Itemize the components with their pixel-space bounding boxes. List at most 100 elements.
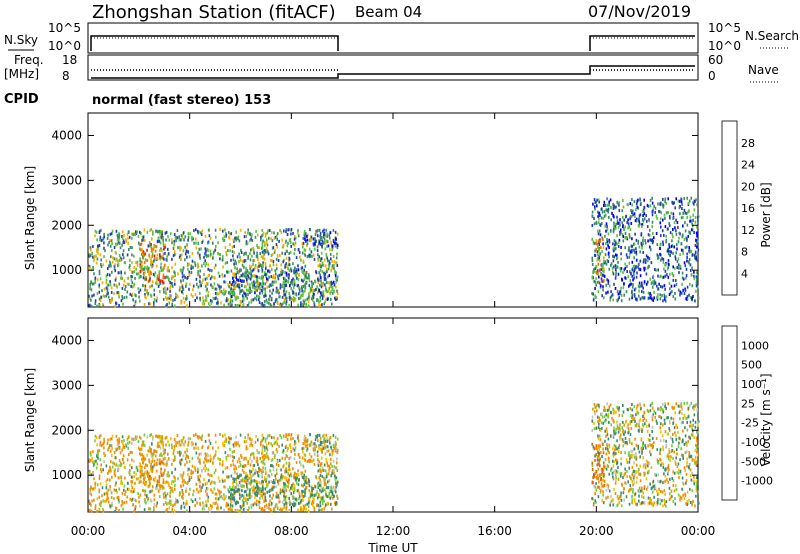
scatter-cell	[188, 270, 191, 274]
scatter-cell	[222, 434, 224, 438]
scatter-cell	[304, 494, 306, 498]
scatter-cell	[303, 302, 306, 306]
scatter-cell	[235, 297, 238, 300]
scatter-cell	[642, 239, 644, 243]
scatter-cell	[678, 206, 681, 210]
scatter-cell	[233, 498, 236, 502]
scatter-cell	[633, 200, 636, 204]
scatter-cell	[323, 302, 325, 306]
scatter-cell	[288, 474, 291, 478]
scatter-cell	[103, 232, 105, 236]
scatter-cell	[163, 451, 166, 454]
scatter-cell	[629, 215, 632, 219]
scatter-cell	[697, 248, 700, 252]
scatter-cell	[631, 244, 634, 248]
scatter-cell	[286, 438, 289, 442]
scatter-cell	[195, 482, 198, 486]
scatter-cell	[156, 487, 158, 491]
scatter-cell	[623, 268, 626, 272]
scatter-cell	[247, 461, 249, 465]
scatter-cell	[334, 444, 337, 448]
scatter-cell	[102, 304, 105, 308]
scatter-cell	[138, 448, 141, 452]
scatter-cell	[143, 228, 146, 232]
scatter-cell	[197, 446, 199, 450]
scatter-cell	[269, 264, 272, 268]
scatter-cell	[94, 234, 96, 238]
scatter-cell	[633, 248, 635, 252]
scatter-cell	[288, 276, 290, 280]
scatter-cell	[598, 256, 600, 260]
scatter-cell	[245, 489, 247, 493]
scatter-cell	[195, 228, 197, 232]
scatter-cell	[230, 287, 232, 291]
scatter-cell	[290, 437, 292, 441]
scatter-cell	[254, 496, 256, 500]
scatter-cell	[330, 257, 332, 261]
scatter-cell	[322, 486, 325, 490]
scatter-cell	[316, 230, 318, 234]
scatter-cell	[323, 440, 325, 444]
scatter-cell	[336, 451, 339, 454]
scatter-cell	[621, 414, 624, 418]
scatter-cell	[263, 240, 266, 244]
scatter-cell	[324, 272, 327, 276]
scatter-cell	[151, 254, 153, 258]
scatter-cell	[601, 222, 603, 225]
scatter-cell	[594, 200, 596, 204]
scatter-cell	[691, 228, 694, 232]
scatter-cell	[695, 282, 698, 286]
scatter-cell	[264, 478, 267, 481]
scatter-cell	[332, 459, 335, 463]
scatter-cell	[262, 466, 264, 470]
scatter-cell	[265, 452, 268, 456]
scatter-cell	[201, 486, 203, 489]
scatter-cell	[188, 262, 190, 266]
scatter-cell	[135, 232, 137, 235]
scatter-cell	[108, 264, 110, 268]
scatter-cell	[210, 488, 212, 492]
scatter-cell	[231, 450, 234, 454]
scatter-cell	[285, 487, 287, 491]
scatter-cell	[641, 296, 644, 299]
scatter-cell	[245, 478, 248, 482]
scatter-cell	[113, 292, 115, 296]
scatter-cell	[116, 447, 119, 451]
scatter-cell	[286, 455, 288, 458]
scatter-cell	[222, 460, 224, 464]
scatter-cell	[642, 236, 644, 240]
scatter-cell	[226, 261, 229, 265]
scatter-cell	[651, 220, 654, 224]
scatter-cell	[175, 239, 177, 243]
scatter-cell	[610, 262, 613, 266]
scatter-cell	[240, 258, 242, 262]
scatter-cell	[184, 258, 186, 262]
scatter-cell	[133, 270, 136, 274]
scatter-cell	[165, 443, 167, 447]
scatter-cell	[323, 476, 325, 480]
scatter-cell	[251, 474, 254, 478]
scatter-cell	[274, 453, 276, 457]
scatter-cell	[645, 463, 647, 467]
scatter-cell	[284, 475, 286, 479]
scatter-cell	[287, 472, 289, 476]
scatter-cell	[252, 259, 255, 263]
scatter-cell	[603, 200, 606, 204]
scatter-cell	[276, 472, 278, 476]
scatter-cell	[280, 272, 283, 276]
scatter-cell	[222, 274, 224, 278]
scatter-cell	[329, 486, 331, 490]
scatter-cell	[102, 499, 105, 503]
scatter-cell	[146, 435, 149, 439]
scatter-cell	[245, 457, 247, 461]
scatter-cell	[257, 269, 260, 273]
scatter-cell	[261, 234, 263, 238]
scatter-cell	[303, 231, 306, 235]
scatter-cell	[180, 484, 182, 488]
scatter-cell	[606, 228, 609, 232]
scatter-cell	[142, 488, 144, 492]
scatter-cell	[163, 495, 165, 499]
scatter-cell	[224, 479, 226, 483]
scatter-cell	[674, 297, 677, 301]
scatter-cell	[219, 433, 221, 436]
